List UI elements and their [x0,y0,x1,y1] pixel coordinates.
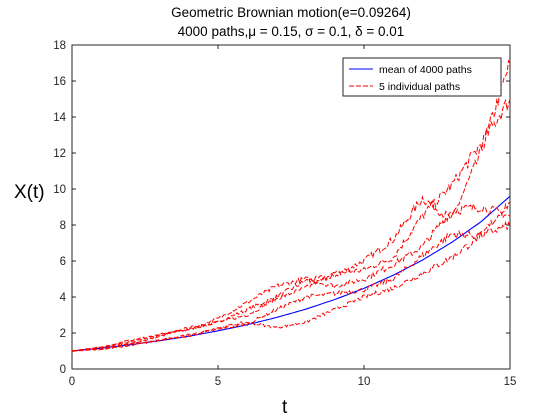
x-tick-label: 5 [215,376,221,388]
individual-path-line-1 [71,59,511,352]
y-tick-label: 10 [53,184,66,196]
chart-subtitle: 4000 paths,μ = 0.15, σ = 0.1, δ = 0.01 [177,24,405,39]
y-tick-label: 12 [53,148,66,160]
individual-path-line-2 [71,98,511,352]
chart-title: Geometric Brownian motion(e=0.09264) [171,5,411,20]
y-tick-label: 18 [53,40,66,52]
legend-label-mean: mean of 4000 paths [379,64,472,76]
x-tick-label: 15 [504,376,517,388]
y-tick-label: 0 [60,364,66,376]
legend-label-paths: 5 individual paths [379,81,460,93]
y-tick-label: 8 [60,220,66,232]
y-tick-label: 4 [60,292,67,304]
y-tick-label: 14 [53,112,66,124]
x-axis-label: t [282,397,288,418]
x-tick-label: 0 [69,376,75,388]
y-tick-label: 16 [53,76,66,88]
x-tick-label: 10 [358,376,371,388]
legend-box [342,57,502,97]
y-tick-label: 6 [60,256,66,268]
individual-path-line-3 [71,202,511,352]
plot-area [71,44,511,370]
y-tick-label: 2 [60,328,66,340]
individual-path-line-5 [71,201,511,352]
y-axis-label: X(t) [14,182,45,203]
